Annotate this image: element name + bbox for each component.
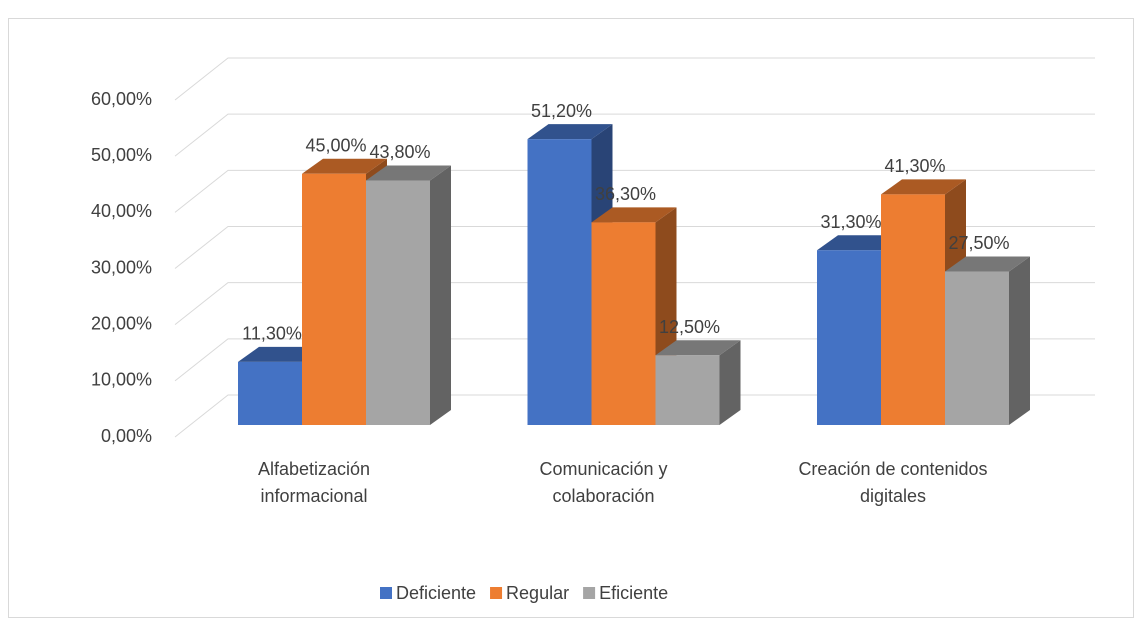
bar-top: [817, 235, 902, 251]
bar-front: [366, 180, 430, 425]
data-label: 45,00%: [305, 136, 366, 156]
data-label: 41,30%: [884, 156, 945, 176]
bar-front: [238, 361, 302, 425]
y-tick-label: 20,00%: [91, 313, 152, 333]
x-tick-label: Creación de contenidos digitales: [798, 459, 988, 506]
bar-top: [945, 256, 1030, 272]
bar-top: [591, 207, 677, 223]
bar-top: [881, 179, 966, 195]
legend-swatch: [490, 587, 503, 599]
bar: [945, 256, 1030, 425]
legend-label: Regular: [506, 583, 569, 603]
y-tick-label: 10,00%: [91, 370, 152, 390]
bar-side: [719, 340, 741, 425]
legend-label: Eficiente: [599, 583, 668, 603]
bar: [655, 340, 741, 425]
bar-front: [302, 173, 366, 425]
bar-side: [430, 165, 451, 425]
bar-front: [527, 139, 592, 425]
bar-front: [817, 250, 881, 425]
grid-line: [174, 282, 1095, 326]
grid-line: [174, 57, 1095, 101]
legend-label: Deficiente: [396, 583, 476, 603]
bar-front: [945, 271, 1009, 425]
data-label: 11,30%: [242, 324, 302, 344]
data-label: 12,50%: [659, 317, 720, 337]
data-label: 43,80%: [369, 142, 430, 162]
y-tick-label: 0,00%: [101, 426, 152, 446]
y-tick-label: 40,00%: [91, 201, 152, 221]
bar: [366, 165, 451, 425]
bar-top: [366, 165, 451, 181]
grid-line: [174, 338, 1095, 382]
data-label: 27,50%: [948, 233, 1009, 253]
grid-line: [174, 226, 1095, 269]
bar-front: [591, 222, 656, 425]
bar-top: [238, 346, 323, 362]
data-label: 51,20%: [531, 101, 592, 121]
grid-line: [174, 394, 1095, 438]
y-tick-label: 60,00%: [91, 89, 152, 109]
bar-top: [655, 340, 741, 356]
bar-top: [302, 158, 387, 174]
y-tick-label: 30,00%: [91, 257, 152, 277]
grid-line: [174, 169, 1095, 213]
bar-top: [527, 124, 613, 140]
bar-side: [1009, 256, 1030, 425]
legend-swatch: [380, 587, 392, 599]
data-label: 31,30%: [820, 212, 881, 232]
data-label: 36,30%: [595, 184, 656, 204]
grid-line: [174, 113, 1095, 157]
bar-front: [655, 355, 720, 425]
bar-front: [881, 194, 945, 425]
y-tick-label: 50,00%: [91, 145, 152, 165]
x-tick-label: Comunicación y colaboración: [539, 459, 668, 506]
legend-swatch: [583, 587, 596, 599]
x-tick-label: Alfabetización informacional: [257, 459, 371, 506]
